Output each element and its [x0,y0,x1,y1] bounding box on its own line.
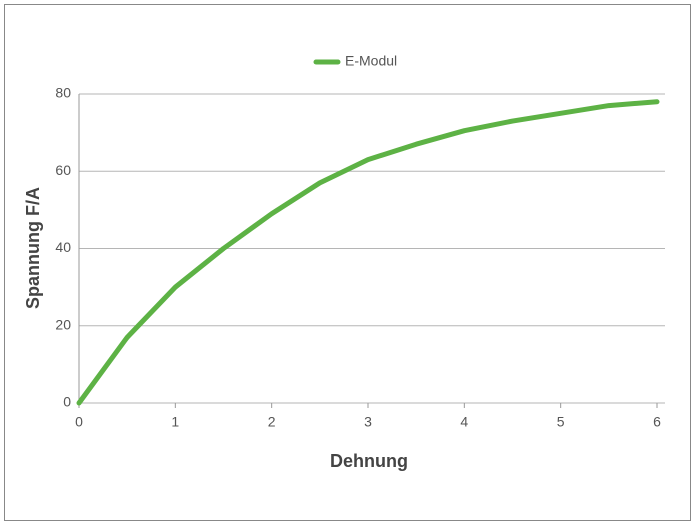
legend-label: E-Modul [345,53,397,69]
y-tick-label: 0 [63,394,71,410]
y-tick-label: 60 [55,162,71,178]
data-line [76,99,660,406]
y-axis-label: Spannung F/A [23,187,43,309]
y-tick-label: 20 [55,316,71,332]
frame [4,4,691,521]
x-tick-label: 6 [653,414,661,430]
x-tick-label: 1 [171,414,179,430]
x-tick-label: 0 [75,414,83,430]
x-tick-label: 4 [460,414,468,430]
x-tick-label: 3 [364,414,372,430]
y-tick-label: 80 [55,85,71,101]
x-tick-label: 5 [557,414,565,430]
y-tick-label: 40 [55,239,71,255]
x-tick-label: 2 [268,414,276,430]
x-axis-label: Dehnung [330,451,408,471]
